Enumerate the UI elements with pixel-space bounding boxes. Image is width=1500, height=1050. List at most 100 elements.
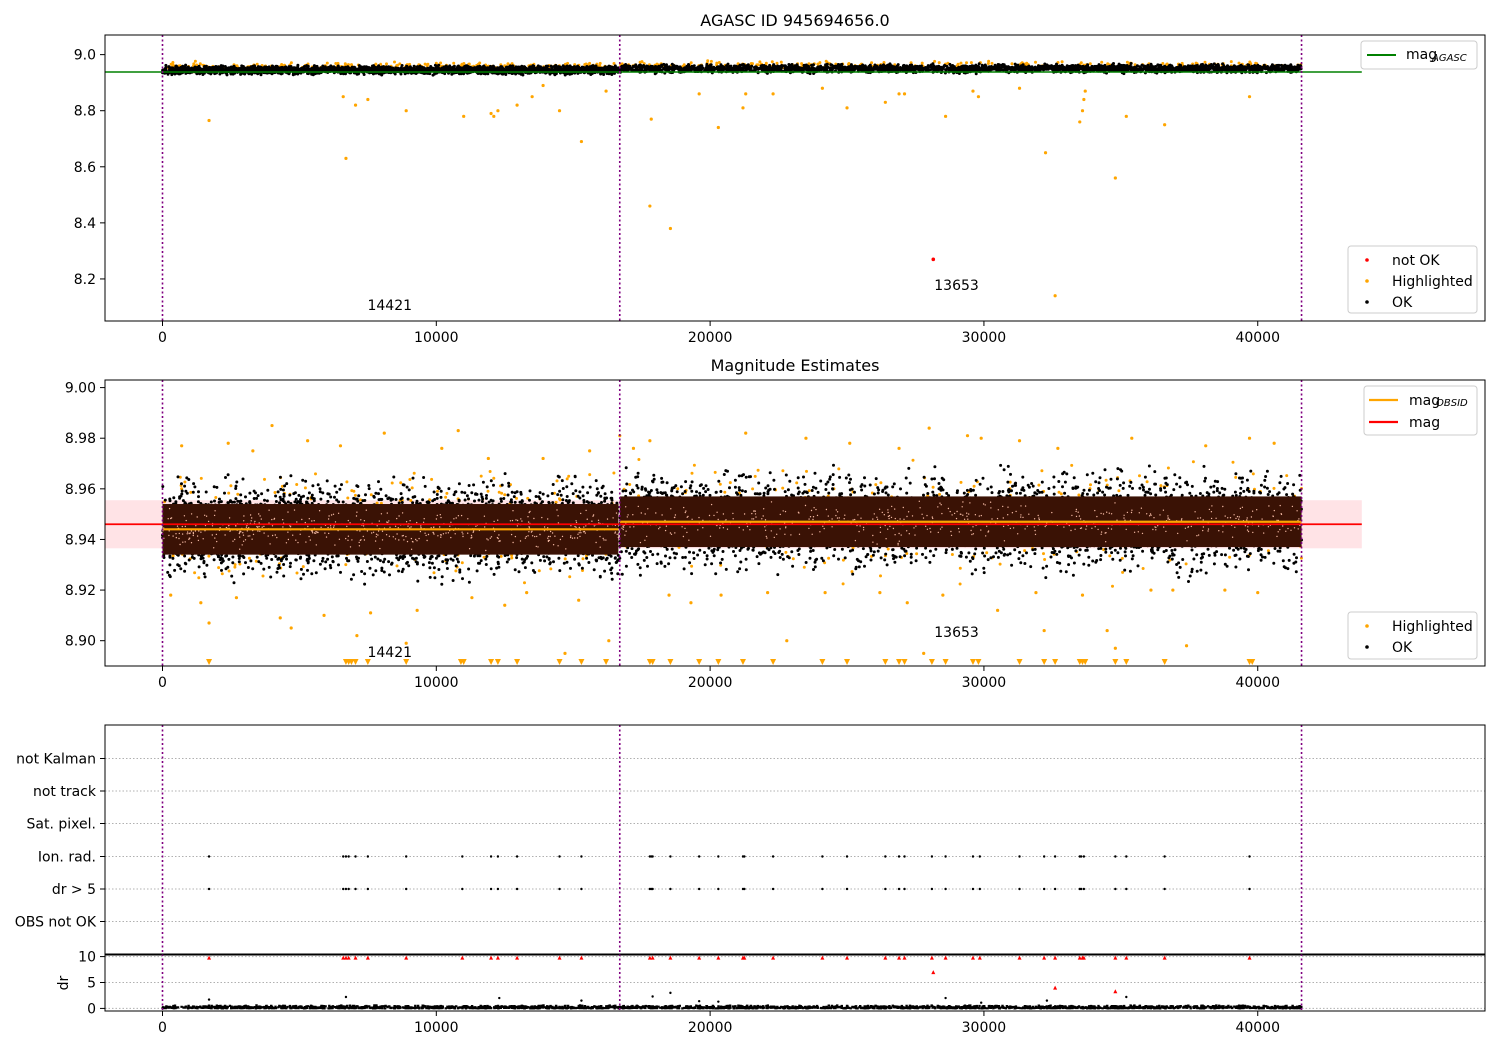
mag-highlighted-point xyxy=(169,593,173,597)
flag-point xyxy=(978,887,982,891)
mag-legend-label: Highlighted xyxy=(1392,619,1473,635)
flag-point xyxy=(1079,887,1083,891)
flag-point xyxy=(930,887,934,891)
agasc-highlighted-point xyxy=(845,106,849,110)
dr-ok-point xyxy=(979,1001,983,1004)
mag-highlighted-point xyxy=(927,426,931,430)
agasc-ytick-label: 8.8 xyxy=(74,104,96,120)
mag-highlighted-point xyxy=(278,616,282,620)
agasc-xtick-label: 30000 xyxy=(962,330,1007,346)
panel-magnitude-title: Magnitude Estimates xyxy=(711,356,880,375)
flag-point xyxy=(515,855,519,858)
flag-point xyxy=(884,887,887,891)
agasc-highlighted-point xyxy=(557,109,562,113)
mag-lower-limit-marker xyxy=(1041,659,1048,665)
dr-xtick-label: 20000 xyxy=(688,1020,733,1036)
mag-ytick-label: 8.90 xyxy=(65,634,96,650)
mag-highlighted-point xyxy=(415,608,419,612)
mag-highlighted-point xyxy=(1272,441,1276,445)
mag-highlighted-point xyxy=(588,449,592,453)
clip-p1-area xyxy=(105,59,1362,298)
dr-ok-point xyxy=(717,1000,720,1003)
mag-highlighted-point xyxy=(503,603,507,607)
dr-high-point xyxy=(716,955,721,960)
mag-highlighted-point xyxy=(1105,628,1109,633)
mag-points-legend: Highlighted OK xyxy=(1347,611,1478,660)
agasc-highlighted-point xyxy=(668,226,673,231)
mag-ytick-label: 8.94 xyxy=(65,532,96,548)
dr-high-point xyxy=(771,955,776,960)
agasc-legend-marker xyxy=(1365,279,1369,283)
agasc-highlighted-point xyxy=(404,109,408,113)
mag-ytick-label: 8.92 xyxy=(65,583,96,599)
mag-lower-limit-marker xyxy=(1052,659,1059,665)
mag-highlighted-point xyxy=(897,446,901,450)
agasc-xtick-label: 40000 xyxy=(1235,330,1280,346)
mag-highlighted-point xyxy=(804,436,808,440)
mag-lower-limit-marker xyxy=(578,659,585,665)
dr-high-point xyxy=(902,955,907,960)
mag-ytick-label: 8.96 xyxy=(65,482,96,498)
flag-point xyxy=(461,887,464,891)
flag-point xyxy=(1042,887,1046,891)
mag-highlighted-point xyxy=(848,441,852,445)
agasc-highlighted-point xyxy=(897,92,901,96)
dr-high-point xyxy=(897,955,902,960)
dr-high-point xyxy=(742,955,747,960)
mag-lower-limit-marker xyxy=(206,659,213,665)
flag-point xyxy=(771,855,775,858)
mag-highlighted-point xyxy=(979,436,983,440)
mag-lines-legend-label: mag xyxy=(1409,415,1440,431)
flag-point xyxy=(342,855,345,858)
flag-point xyxy=(1114,887,1117,891)
flag-point xyxy=(1018,887,1021,891)
mag-lower-limit-marker xyxy=(1082,659,1089,665)
mag-lower-limit-marker xyxy=(364,659,371,665)
agasc-highlighted-point xyxy=(1124,114,1128,118)
agasc-highlighted-point xyxy=(1053,294,1057,298)
agasc-line-legend-label: mag xyxy=(1406,47,1437,63)
dr-ok-point xyxy=(651,995,654,998)
mag-highlighted-point xyxy=(905,601,909,605)
flag-point xyxy=(884,855,887,858)
mag-highlighted-point xyxy=(289,626,293,630)
flag-point xyxy=(845,855,849,858)
agasc-highlighted-point xyxy=(1113,176,1117,180)
flag-point xyxy=(651,855,654,858)
dr-high-point xyxy=(668,955,673,960)
mag-highlighted-point xyxy=(766,591,770,595)
flag-point xyxy=(930,855,934,858)
mag-lines-legend-subscript: OBSID xyxy=(1436,398,1468,409)
agasc-highlighted-point xyxy=(648,204,652,208)
agasc-ytick-label: 8.4 xyxy=(74,216,96,232)
dr-high-point xyxy=(1162,955,1167,960)
agasc-highlighted-point xyxy=(883,100,887,104)
agasc-highlighted-point xyxy=(541,83,545,88)
flag-category-label: Ion. rad. xyxy=(38,850,96,866)
agasc-highlighted-point xyxy=(344,156,348,160)
flag-point xyxy=(1125,887,1128,891)
dr-high-point xyxy=(943,955,948,960)
flag-point xyxy=(461,855,464,858)
dr-high-point xyxy=(489,955,494,960)
mag-highlighted-point xyxy=(785,639,789,643)
flag-point xyxy=(669,855,672,858)
dr-high-point xyxy=(1247,955,1252,960)
agasc-highlighted-point xyxy=(1043,151,1048,155)
mag-highlighted-point xyxy=(1184,644,1189,648)
agasc-legend-label: not OK xyxy=(1392,253,1440,269)
dr-high-point xyxy=(883,955,888,960)
flag-point xyxy=(903,855,906,858)
dr-ytick-label: 0 xyxy=(87,1001,96,1017)
mag-highlighted-point xyxy=(1223,588,1227,592)
agasc-highlighted-point xyxy=(341,95,345,99)
flag-point xyxy=(717,855,720,858)
flag-point xyxy=(404,887,408,891)
flag-point xyxy=(978,855,982,858)
mag-frame xyxy=(104,379,1486,667)
flag-point xyxy=(580,887,583,891)
mag-highlighted-point xyxy=(207,621,211,625)
mag-ytick-label: 8.98 xyxy=(65,431,96,447)
agasc-highlighted-point xyxy=(741,106,745,110)
